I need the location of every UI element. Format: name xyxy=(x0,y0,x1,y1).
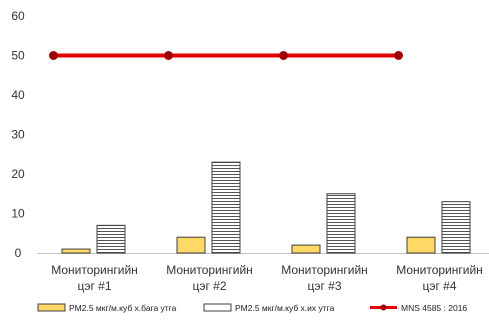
bar-min-value xyxy=(292,245,320,253)
legend-swatch-marker xyxy=(381,305,387,311)
threshold-marker xyxy=(165,52,173,60)
legend-swatch xyxy=(204,304,231,311)
threshold-marker xyxy=(50,52,58,60)
legend-label: PM2.5 мкг/м.куб х.их утга xyxy=(235,303,335,313)
bar-max-value xyxy=(327,194,355,253)
x-category-label: Мониторингийн xyxy=(51,263,138,277)
y-tick-label: 20 xyxy=(11,167,25,181)
y-tick-label: 0 xyxy=(15,246,22,260)
legend-label: PM2.5 мкг/м.куб х.бага утга xyxy=(69,303,177,313)
x-category-label: Мониторингийн xyxy=(166,263,253,277)
x-category-label: Мониторингийн xyxy=(281,263,368,277)
x-category-label: цэг #2 xyxy=(192,279,226,293)
x-category-label: цэг #3 xyxy=(307,279,341,293)
y-tick-label: 40 xyxy=(11,88,25,102)
bar-max-value xyxy=(97,225,125,253)
bar-min-value xyxy=(177,237,205,253)
bar-min-value xyxy=(407,237,435,253)
legend-swatch xyxy=(38,304,65,311)
bar-max-value xyxy=(442,202,470,253)
bar-max-value xyxy=(212,162,240,253)
y-tick-label: 60 xyxy=(11,9,25,23)
y-tick-label: 30 xyxy=(11,128,25,142)
line-series-group xyxy=(50,52,403,60)
y-tick-label: 50 xyxy=(11,49,25,63)
x-category-label: цэг #1 xyxy=(77,279,111,293)
threshold-marker xyxy=(395,52,403,60)
bars-group xyxy=(62,162,470,253)
bar-min-value xyxy=(62,249,90,253)
legend: PM2.5 мкг/м.куб х.бага утга PM2.5 мкг/м.к… xyxy=(38,303,467,313)
x-category-label: Мониторингийн xyxy=(396,263,483,277)
legend-label: MNS 4585 : 2016 xyxy=(401,303,467,313)
threshold-marker xyxy=(280,52,288,60)
x-category-label: цэг #4 xyxy=(422,279,456,293)
y-tick-label: 10 xyxy=(11,207,25,221)
